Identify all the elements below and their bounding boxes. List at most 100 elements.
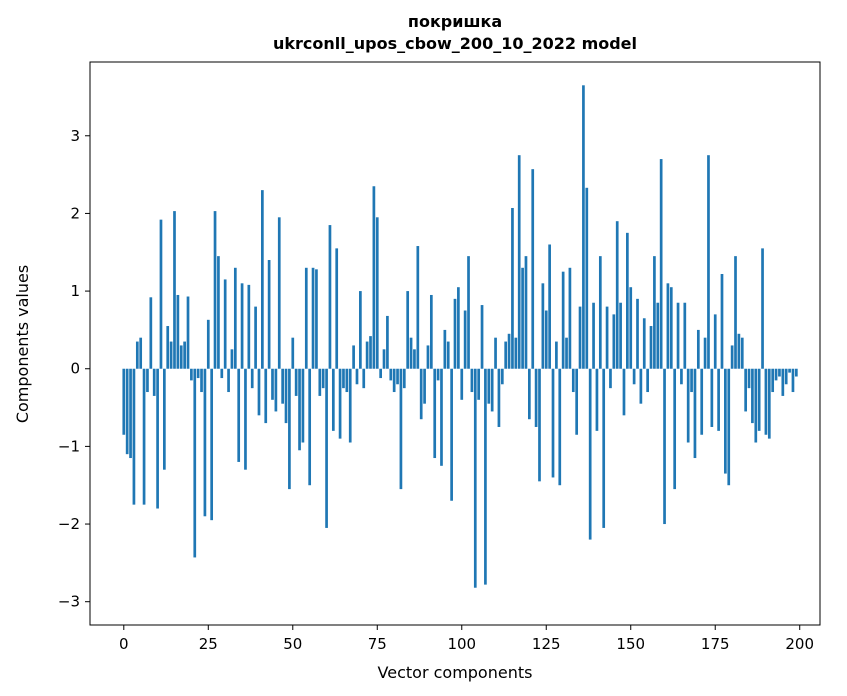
bar — [467, 256, 470, 369]
bar — [757, 368, 761, 431]
x-tick-label: 25 — [199, 635, 218, 653]
bar — [247, 284, 251, 369]
bar — [186, 296, 190, 369]
bar — [271, 368, 274, 400]
bar — [355, 368, 359, 385]
bar — [152, 368, 156, 396]
bar — [200, 368, 203, 393]
bar — [507, 333, 511, 369]
y-tick-label: −1 — [58, 437, 80, 455]
bar — [511, 207, 514, 369]
bar — [571, 368, 575, 393]
plot-area: 0 25 50 75 100 125 150 175 200 −3 −2 −1 0 1 2 3 — [58, 61, 821, 653]
bar — [315, 269, 318, 369]
bar — [592, 302, 595, 369]
bar — [450, 368, 453, 501]
bar — [730, 345, 734, 369]
bar — [146, 368, 149, 393]
bar — [585, 187, 589, 369]
bar — [686, 368, 690, 443]
bar — [781, 368, 785, 396]
bar — [135, 341, 139, 369]
bar — [649, 326, 653, 369]
bar — [244, 368, 247, 470]
bar — [761, 248, 764, 369]
bar — [575, 368, 579, 435]
bar — [710, 368, 714, 427]
x-tick-label: 125 — [532, 635, 561, 653]
bar — [179, 345, 183, 369]
bar — [369, 336, 372, 369]
bar — [379, 368, 382, 379]
bar — [277, 217, 281, 369]
bar — [514, 337, 518, 369]
bar — [673, 368, 677, 490]
bar — [132, 368, 136, 505]
bar — [517, 155, 521, 369]
bar — [298, 368, 301, 451]
x-tick-label: 150 — [616, 635, 645, 653]
bar — [595, 368, 599, 431]
bar — [423, 368, 426, 404]
bar — [727, 368, 731, 486]
bar — [301, 368, 305, 443]
bar — [636, 298, 639, 369]
bar — [646, 368, 649, 393]
bar — [500, 368, 504, 385]
bar — [568, 267, 572, 369]
bar — [223, 279, 227, 369]
bar — [619, 302, 622, 369]
bar — [274, 368, 278, 412]
bar — [281, 368, 284, 404]
bar — [788, 368, 791, 373]
bar — [419, 368, 423, 420]
x-tick-label: 200 — [785, 635, 814, 653]
bar — [142, 368, 146, 505]
bar — [774, 368, 778, 381]
bar — [406, 291, 410, 369]
bar — [598, 256, 602, 369]
bar — [494, 337, 497, 369]
bar — [220, 368, 224, 379]
bar — [362, 368, 366, 389]
bar — [399, 368, 403, 490]
bar — [291, 337, 295, 369]
bar — [308, 368, 312, 486]
bar — [676, 302, 680, 369]
bar — [139, 337, 143, 369]
bar — [740, 337, 744, 369]
bar — [477, 368, 481, 400]
bar — [720, 274, 724, 369]
bar — [335, 248, 339, 369]
bar — [632, 368, 636, 385]
bar — [233, 267, 237, 369]
bar — [602, 368, 606, 528]
bar — [261, 190, 264, 369]
bar — [696, 329, 700, 369]
bar — [304, 267, 308, 369]
bar — [203, 368, 207, 517]
bar — [359, 291, 362, 369]
bar — [717, 368, 720, 431]
bar — [629, 287, 633, 369]
bar — [551, 368, 555, 478]
bar — [267, 260, 271, 369]
x-tick-label: 75 — [368, 635, 387, 653]
bar — [159, 219, 163, 369]
bar — [541, 283, 545, 369]
bar — [734, 256, 737, 369]
axes-frame — [89, 61, 821, 626]
bar — [342, 368, 345, 389]
bar — [555, 341, 558, 369]
y-tick-label: −3 — [58, 593, 80, 611]
bar — [193, 368, 197, 558]
bar — [669, 287, 673, 369]
bar — [473, 368, 477, 588]
bar — [690, 368, 693, 393]
bar — [490, 368, 494, 412]
bar — [565, 337, 568, 369]
bar — [386, 315, 389, 369]
bar — [457, 287, 460, 369]
bar — [504, 341, 508, 369]
